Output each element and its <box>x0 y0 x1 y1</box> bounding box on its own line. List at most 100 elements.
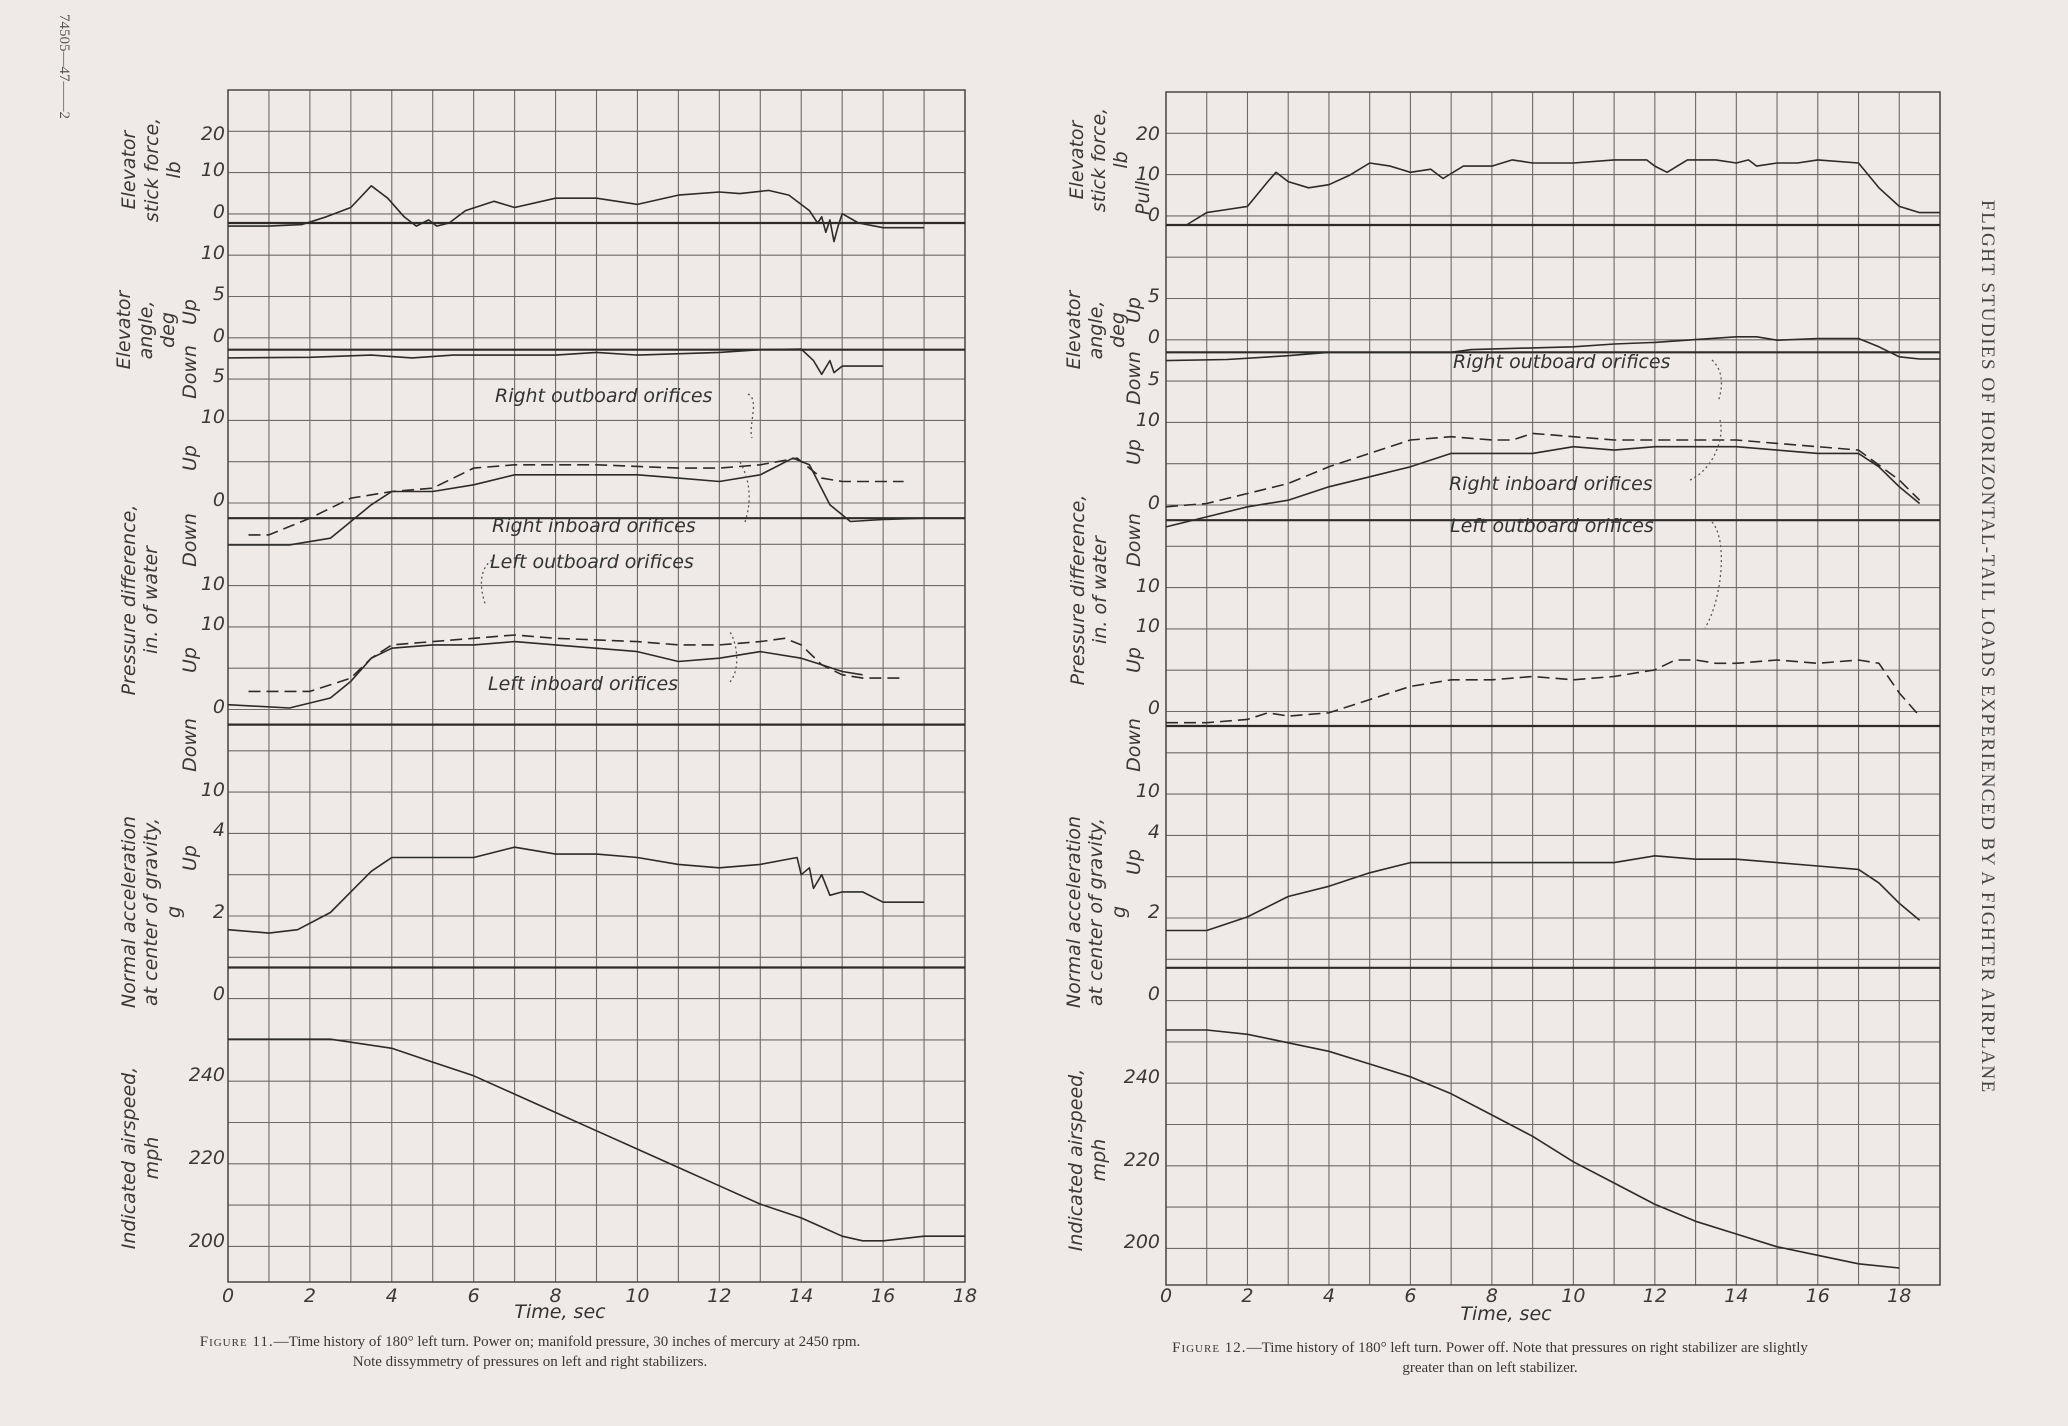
fig12-speed-ylabel-2: mph <box>1088 1139 1110 1182</box>
series-line <box>227 640 863 709</box>
fig12-pressL-up: Up <box>1123 647 1145 673</box>
fig11-speed-tick-220: 220 <box>189 1147 225 1169</box>
fig12-accel-ylabel-1: Normal acceleration <box>1063 816 1085 1008</box>
fig12-accel-tick-2: 2 <box>1148 901 1160 923</box>
fig12-speed-tick-200: 200 <box>1124 1231 1160 1253</box>
figure-11-caption-text: —Time history of 180° left turn. Power o… <box>273 1334 861 1350</box>
figure-12-caption-text-2: greater than on left stabilizer. <box>1402 1360 1578 1376</box>
fig12-press-ylabel-2: in. of water <box>1089 535 1111 644</box>
fig11-pressR-tick-10d: 10 <box>201 573 225 595</box>
series-line <box>1166 1029 1900 1269</box>
x-tick-label: 10 <box>1561 1285 1585 1307</box>
fig11-pressL-tick-10u: 10 <box>201 613 225 635</box>
fig11-stick-ylabel-1: Elevator <box>118 129 140 209</box>
fig12-elev-ylabel-2: angle, <box>1085 301 1107 360</box>
figure-12-series <box>1165 159 1940 1269</box>
series-line <box>1165 432 1921 508</box>
fig11-accel-tick-0: 0 <box>213 983 225 1005</box>
x-tick-label: 12 <box>707 1285 731 1307</box>
fig11-stick-tick-0: 0 <box>213 201 225 223</box>
fig12-accel-up: Up <box>1123 849 1145 875</box>
figure-12-caption-text: —Time history of 180° left turn. Power o… <box>1246 1340 1808 1356</box>
running-head: FLIGHT STUDIES OF HORIZONTAL-TAIL LOADS … <box>1977 200 1998 1094</box>
fig12-speed-tick-240: 240 <box>1124 1066 1160 1088</box>
figure-11-caption-text-2: Note dissymmetry of pressures on left an… <box>352 1354 708 1370</box>
fig12-pressL-tick-10u: 10 <box>1136 615 1160 637</box>
x-tick-label: 6 <box>1404 1285 1416 1307</box>
fig11-ann-right-inboard: Right inboard orifices <box>492 515 696 537</box>
fig11-accel-tick-2: 2 <box>213 901 225 923</box>
fig12-elev-down: Down <box>1123 351 1145 405</box>
x-tick-label: 10 <box>625 1285 649 1307</box>
fig11-pressL-tick-10d: 10 <box>201 779 225 801</box>
fig11-elev-ylabel-3: deg <box>157 312 179 348</box>
fig12-ann-right-inboard: Right inboard orifices <box>1449 473 1653 495</box>
fig11-press-ylabel-1: Pressure difference, <box>118 505 140 696</box>
fig11-elev-ylabel-2: angle, <box>135 301 157 360</box>
fig11-speed-tick-200: 200 <box>189 1230 225 1252</box>
series-line <box>248 634 904 693</box>
fig12-leader-left-outboard <box>1704 521 1722 629</box>
fig12-leader-right-outboard <box>1711 359 1723 403</box>
fig11-accel-tick-4: 4 <box>213 819 225 841</box>
fig11-pressL-down: Down <box>179 718 201 772</box>
fig11-pressL-up: Up <box>179 647 201 673</box>
x-tick-label: 4 <box>386 1285 398 1307</box>
fig12-ann-right-outboard: Right outboard orifices <box>1453 351 1671 373</box>
figure-12-caption: Figure 12.—Time history of 180° left tur… <box>1040 1338 1940 1378</box>
fig11-elev-up: Up <box>179 299 201 325</box>
x-tick-label: 8 <box>550 1285 562 1307</box>
fig11-pressR-up: Up <box>179 445 201 471</box>
fig12-stick-pull: Pull <box>1132 180 1154 215</box>
fig11-accel-ylabel-3: g <box>163 906 185 918</box>
fig11-ann-left-inboard: Left inboard orifices <box>488 673 678 695</box>
x-tick-label: 14 <box>1724 1285 1748 1307</box>
figure-11-caption: Figure 11.—Time history of 180° left tur… <box>80 1332 980 1372</box>
fig12-stick-ylabel-1: Elevator <box>1066 119 1088 199</box>
fig12-speed-tick-220: 220 <box>1124 1149 1160 1171</box>
fig11-leader-left-outboard <box>480 559 493 607</box>
fig11-pressR-down: Down <box>179 513 201 567</box>
fig11-accel-ylabel-2: at center of gravity, <box>140 818 162 1006</box>
x-tick-label: 0 <box>1160 1285 1172 1307</box>
fig11-stick-ylabel-2: stick force, <box>141 118 163 222</box>
series-line <box>1165 336 1940 362</box>
x-tick-label: 18 <box>953 1285 977 1307</box>
fig12-elev-up: Up <box>1123 297 1145 323</box>
x-tick-label: 0 <box>222 1285 234 1307</box>
figure-11-series <box>227 185 965 1242</box>
series-line <box>1185 159 1940 226</box>
fig12-accel-tick-0: 0 <box>1148 983 1160 1005</box>
plate-code: 74505—47——2 <box>56 14 72 119</box>
fig12-stick-ylabel-3: lb <box>1110 151 1132 168</box>
figure-11-caption-label: Figure 11. <box>199 1334 274 1350</box>
figure-12: Elevator stick force, lb Pull Elevator a… <box>1063 91 1941 1325</box>
fig12-stick-tick-0: 0 <box>1148 204 1160 226</box>
x-tick-label: 12 <box>1643 1285 1667 1307</box>
fig12-accel-tick-4: 4 <box>1148 821 1160 843</box>
fig12-ann-left-outboard: Left outboard orifices <box>1450 515 1654 537</box>
x-tick-label: 2 <box>1241 1285 1253 1307</box>
fig11-stick-ylabel-3: lb <box>163 161 185 178</box>
fig12-press-ylabel-1: Pressure difference, <box>1067 495 1089 686</box>
figure-12-caption-label: Figure 12. <box>1172 1340 1247 1356</box>
fig11-elev-tick-5d: 5 <box>213 365 225 387</box>
x-tick-label: 8 <box>1486 1285 1498 1307</box>
fig12-pressR-tick-10u: 10 <box>1136 409 1160 431</box>
fig12-pressR-down: Down <box>1123 513 1145 567</box>
fig12-elev-tick-5u: 5 <box>1148 285 1160 307</box>
fig12-x-title: Time, sec <box>1460 1303 1552 1325</box>
fig12-stick-tick-10: 10 <box>1136 163 1160 185</box>
x-tick-label: 18 <box>1887 1285 1911 1307</box>
series-line <box>1166 855 1921 932</box>
plot-frame <box>227 89 966 1283</box>
fig12-elev-tick-0: 0 <box>1148 326 1160 348</box>
series-line <box>1166 659 1921 724</box>
fig12-elev-ylabel-1: Elevator <box>1063 289 1085 369</box>
fig11-stick-tick-m10: 10 <box>201 242 225 264</box>
series-line <box>1165 445 1921 528</box>
fig11-speed-tick-240: 240 <box>189 1064 225 1086</box>
series-line <box>228 457 925 546</box>
fig11-accel-ylabel-1: Normal acceleration <box>118 816 140 1008</box>
